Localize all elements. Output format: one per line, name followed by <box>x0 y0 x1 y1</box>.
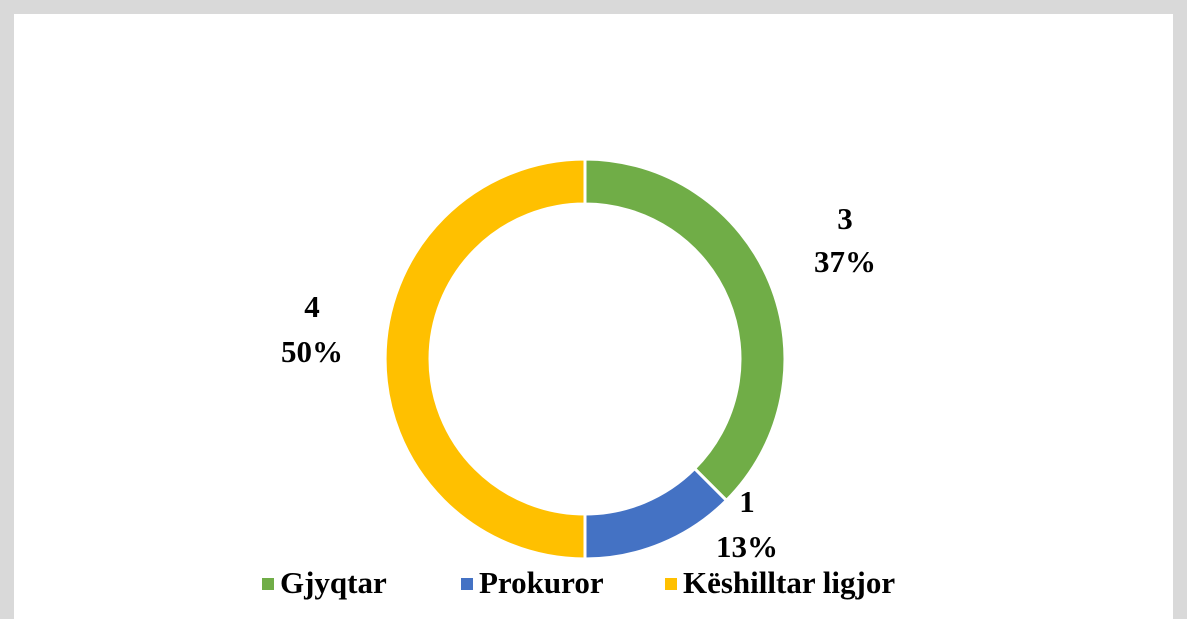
legend-label: Gjyqtar <box>280 565 387 600</box>
donut-segment <box>383 157 587 561</box>
value-label: 4 <box>304 289 320 324</box>
legend-swatch <box>665 578 677 590</box>
legend-label: Prokuror <box>479 565 604 600</box>
legend-label: Këshilltar ligjor <box>683 565 895 600</box>
percent-label: 13% <box>716 529 778 564</box>
legend-swatch <box>461 578 473 590</box>
legend-swatch <box>262 578 274 590</box>
percent-label: 50% <box>281 334 343 369</box>
value-label: 3 <box>837 201 853 236</box>
percent-label: 37% <box>814 244 876 279</box>
value-label: 1 <box>739 484 755 519</box>
